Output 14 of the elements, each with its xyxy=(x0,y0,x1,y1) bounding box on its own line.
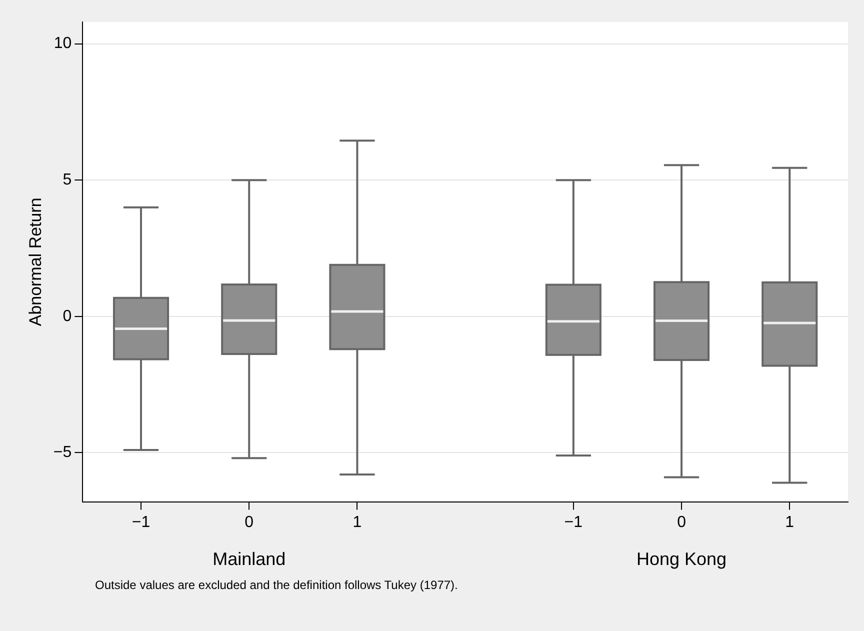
x-tick-label: 0 xyxy=(244,514,254,531)
y-tick-label: 0 xyxy=(62,308,72,325)
text: Hong Kong xyxy=(636,548,727,569)
y-tick-label: 5 xyxy=(62,172,72,189)
x-tick-label: 1 xyxy=(352,514,362,531)
x-tick-label: −1 xyxy=(564,514,583,531)
y-tick-label: −5 xyxy=(53,444,72,462)
x-tick-label: 0 xyxy=(677,514,686,531)
text: Mainland xyxy=(212,548,286,569)
x-tick-label: −1 xyxy=(132,514,150,531)
y-tick-label: 10 xyxy=(54,35,72,52)
text: Outside values are excluded and the definition follows Tukey (1977). xyxy=(95,578,458,592)
y-axis-title: Abnormal Return xyxy=(26,198,45,326)
x-tick-label: 1 xyxy=(785,514,794,531)
